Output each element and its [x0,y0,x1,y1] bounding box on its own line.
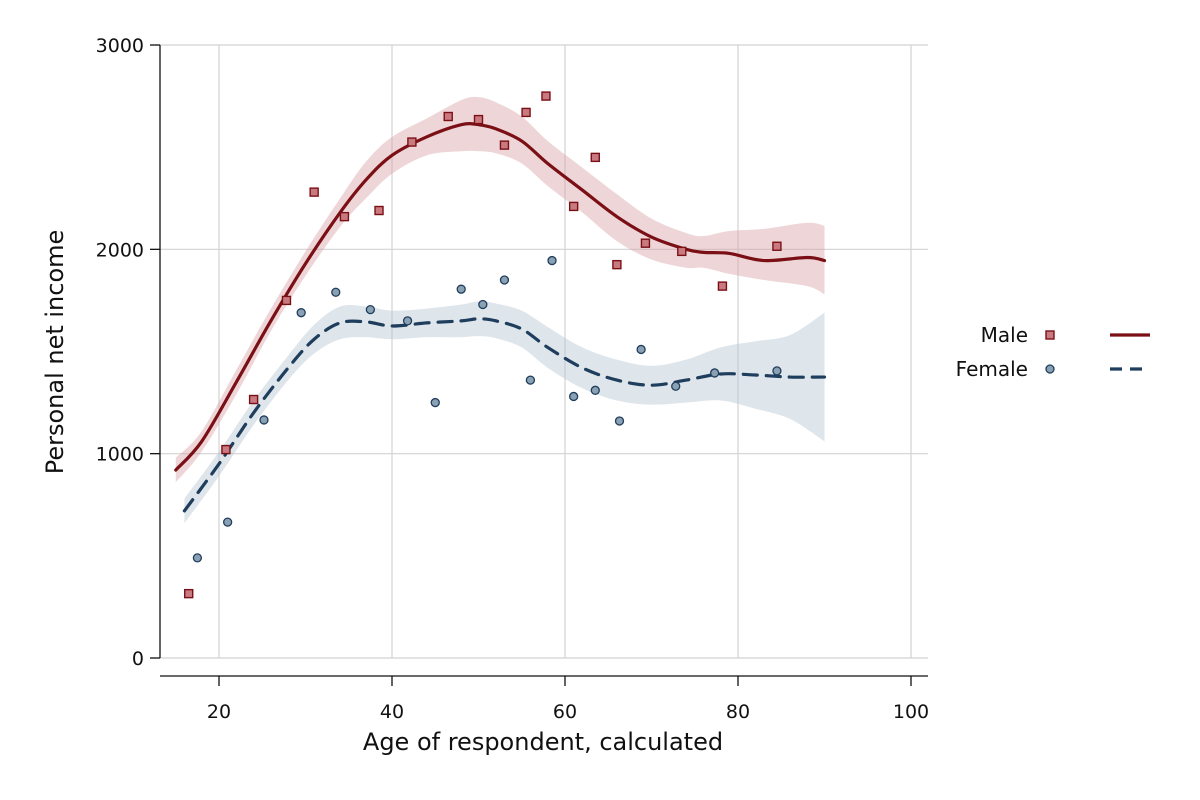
point-male [309,187,319,197]
point-male [521,107,531,118]
point-male [248,394,259,405]
x-axis-title: Age of respondent, calculated [363,728,723,756]
point-male [640,238,651,248]
point-female [365,304,376,315]
point-female [430,397,440,408]
point-female [614,416,625,426]
band-male [175,96,825,483]
point-male [590,152,600,163]
point-female [590,385,600,395]
point-male [281,295,292,306]
point-female [499,275,510,285]
x-tick-label: 60 [553,701,577,723]
point-male [568,201,579,212]
point-female [671,381,681,391]
point-female [259,415,269,425]
y-tick-label: 2000 [96,239,144,261]
point-male [374,205,384,216]
point-female [402,316,413,326]
fit-lines [174,122,827,513]
point-male [612,259,622,270]
y-tick-label: 3000 [96,35,144,57]
point-female [525,375,536,385]
axes: 0 1000 2000 3000 20 40 60 80 100 [96,35,929,723]
point-male [443,111,453,122]
point-male [221,444,231,455]
legend-label-male: Male [981,323,1028,347]
point-female [192,553,203,563]
point-male [499,140,510,150]
fit-line-male [174,122,827,472]
point-female [478,299,488,310]
point-male [541,91,551,101]
legend-marker-female [1045,364,1055,374]
point-female [772,366,782,376]
point-female [569,391,579,402]
band-female [184,301,825,524]
point-female [547,255,557,266]
point-female [709,368,720,378]
point-male [184,588,194,599]
x-tick-label: 80 [726,701,750,723]
point-female [636,344,646,355]
point-female [331,287,341,297]
point-male [772,241,782,251]
x-tick-label: 100 [893,701,929,723]
x-tick-label: 40 [380,701,404,723]
y-tick-label: 0 [132,648,144,670]
point-male [407,137,417,147]
grid [160,44,928,659]
point-female [456,284,466,294]
legend: Male Female [956,323,1150,381]
point-male [339,211,350,222]
point-male [717,281,728,291]
point-male [473,114,484,125]
point-male [677,246,687,257]
legend-marker-male [1045,330,1055,340]
legend-label-female: Female [956,357,1028,381]
point-female [296,308,306,318]
y-axis-title: Personal net income [41,230,69,475]
fit-line-female [182,317,827,513]
y-tick-label: 1000 [96,444,144,466]
x-tick-label: 20 [207,701,231,723]
point-female [222,517,233,527]
confidence-bands [175,96,825,524]
scatter-points [184,91,782,599]
